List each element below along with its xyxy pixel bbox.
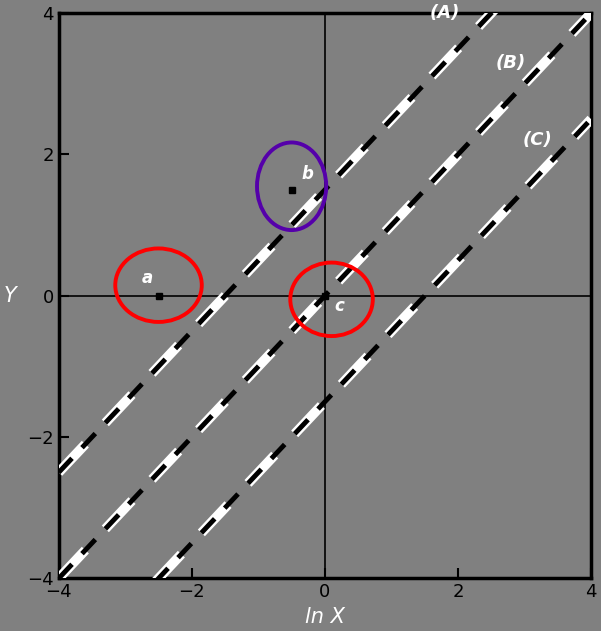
Text: a: a: [142, 269, 153, 287]
Text: c: c: [335, 297, 345, 316]
Text: (C): (C): [523, 131, 553, 150]
Y-axis label: Y: Y: [4, 286, 17, 306]
Text: (B): (B): [496, 54, 526, 72]
Text: b: b: [302, 165, 314, 183]
X-axis label: ln X: ln X: [305, 607, 345, 627]
Text: (A): (A): [430, 4, 460, 22]
